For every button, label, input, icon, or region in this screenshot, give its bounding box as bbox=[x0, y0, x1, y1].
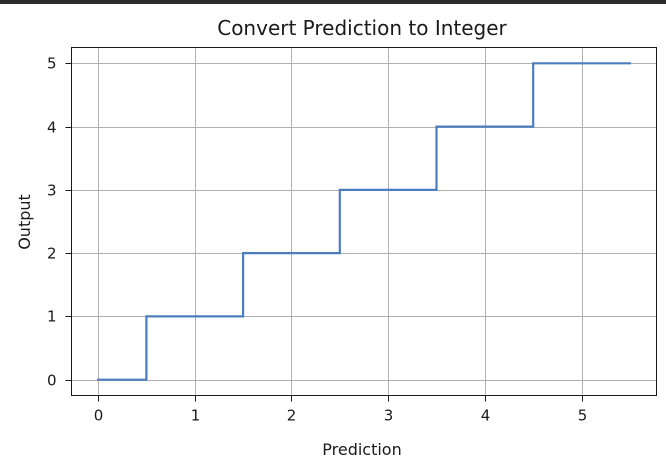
x-tick-label: 4 bbox=[481, 407, 491, 425]
y-tick-label: 4 bbox=[47, 119, 57, 137]
y-axis-label: Output bbox=[15, 194, 34, 250]
series-layer bbox=[96, 62, 632, 381]
chart-svg: Convert Prediction to Integer 0 1 2 3 4 5 0 1 2 3… bbox=[15, 16, 657, 459]
x-tick-label: 2 bbox=[287, 407, 297, 425]
series-line bbox=[96, 62, 632, 381]
y-tick-label: 3 bbox=[47, 182, 57, 200]
x-tick-label: 5 bbox=[578, 407, 588, 425]
grid-layer bbox=[71, 47, 657, 396]
x-tick-label: 3 bbox=[384, 407, 394, 425]
y-tick-label: 1 bbox=[47, 308, 57, 326]
x-tick-label: 0 bbox=[94, 407, 104, 425]
x-tick-label: 1 bbox=[191, 407, 201, 425]
chart-title: Convert Prediction to Integer bbox=[217, 16, 507, 40]
tick-layer: 0 1 2 3 4 5 0 1 2 3 4 5 bbox=[47, 55, 587, 425]
chart-canvas: Convert Prediction to Integer 0 1 2 3 4 5 0 1 2 3… bbox=[0, 4, 666, 469]
plot-frame bbox=[71, 47, 657, 396]
y-tick-label: 0 bbox=[47, 372, 57, 390]
y-tick-label: 2 bbox=[47, 245, 57, 263]
y-tick-label: 5 bbox=[47, 55, 57, 73]
x-axis-label: Prediction bbox=[322, 440, 401, 459]
